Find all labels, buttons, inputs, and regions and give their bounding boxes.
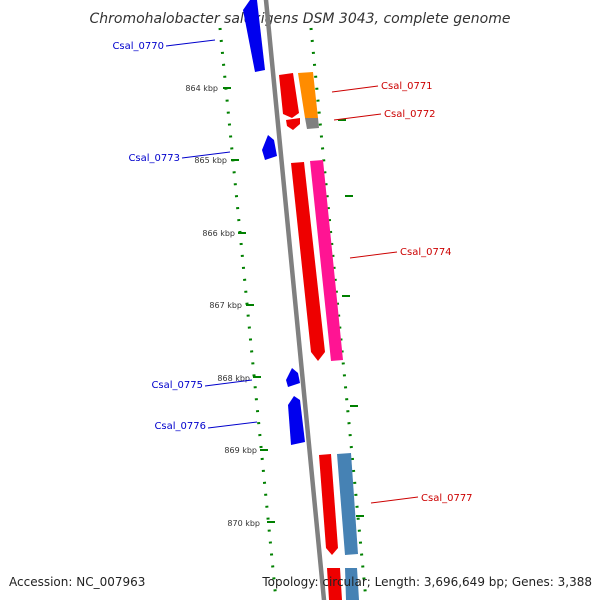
inner-dotted-guide bbox=[218, 27, 278, 601]
gene-label-csal-0776[interactable]: Csal_0776 bbox=[154, 421, 206, 432]
gene-arrow-forward-red[interactable] bbox=[291, 162, 325, 361]
leader-csal-0772 bbox=[333, 113, 382, 121]
genome-backbone bbox=[263, 0, 327, 603]
gene-arrow-csal-0772[interactable] bbox=[298, 72, 318, 118]
leader-csal-0776 bbox=[207, 421, 258, 429]
tick-label: 867 kbp bbox=[209, 301, 242, 310]
gene-arrow-red-lower[interactable] bbox=[319, 454, 338, 555]
leader-csal-0775 bbox=[204, 379, 253, 387]
label-leaders bbox=[165, 39, 419, 504]
leader-csal-0774 bbox=[349, 251, 398, 259]
accession-text: Accession: NC_007963 bbox=[9, 575, 145, 589]
tick-label: 865 kbp bbox=[194, 156, 227, 165]
tick-label: 866 kbp bbox=[202, 229, 235, 238]
gene-arrow-csal-0774[interactable] bbox=[310, 160, 343, 361]
gene-arrow-csal-0776[interactable] bbox=[288, 396, 305, 445]
leader-csal-0773 bbox=[181, 151, 231, 159]
gene-arrow-csal-0772-end bbox=[305, 118, 319, 129]
leader-csal-0770 bbox=[165, 39, 216, 47]
gene-label-csal-0770[interactable]: Csal_0770 bbox=[112, 41, 164, 52]
topology-text: Topology: circular; Length: 3,696,649 bp… bbox=[261, 575, 592, 589]
gene-arrow-partial-red[interactable] bbox=[327, 568, 342, 600]
tick-label: 868 kbp bbox=[217, 374, 250, 383]
gene-arrow-fragment[interactable] bbox=[286, 118, 300, 130]
gene-label-csal-0773[interactable]: Csal_0773 bbox=[128, 153, 180, 164]
gene-arrow-csal-0771[interactable] bbox=[279, 73, 299, 118]
leader-csal-0777 bbox=[370, 496, 419, 504]
plus-strand-genes bbox=[279, 72, 359, 600]
leader-csal-0771 bbox=[331, 85, 379, 93]
scale-ticks bbox=[223, 87, 364, 523]
gene-arrow-partial-blue[interactable] bbox=[345, 568, 359, 600]
gene-arrow-csal-0775[interactable] bbox=[286, 368, 300, 387]
gene-labels: Csal_0770 Csal_0771 Csal_0772 Csal_0773 … bbox=[112, 41, 472, 504]
gene-label-csal-0771[interactable]: Csal_0771 bbox=[381, 81, 433, 92]
gene-label-csal-0775[interactable]: Csal_0775 bbox=[151, 380, 203, 391]
gene-arrow-csal-0773[interactable] bbox=[262, 135, 277, 160]
gene-label-csal-0777[interactable]: Csal_0777 bbox=[421, 493, 473, 504]
gene-arrow-csal-0770[interactable] bbox=[243, 0, 265, 72]
tick-label: 864 kbp bbox=[185, 84, 218, 93]
scale-tick-labels: 864 kbp 865 kbp 866 kbp 867 kbp 868 kbp … bbox=[185, 84, 260, 528]
minus-strand-genes bbox=[243, 0, 305, 445]
tick-label: 869 kbp bbox=[224, 446, 257, 455]
gene-label-csal-0772[interactable]: Csal_0772 bbox=[384, 109, 436, 120]
tick-label: 870 kbp bbox=[227, 519, 260, 528]
gene-arrow-csal-0777[interactable] bbox=[337, 453, 358, 555]
map-title: Chromohalobacter salexigens DSM 3043, co… bbox=[90, 11, 511, 27]
gene-label-csal-0774[interactable]: Csal_0774 bbox=[400, 247, 452, 258]
